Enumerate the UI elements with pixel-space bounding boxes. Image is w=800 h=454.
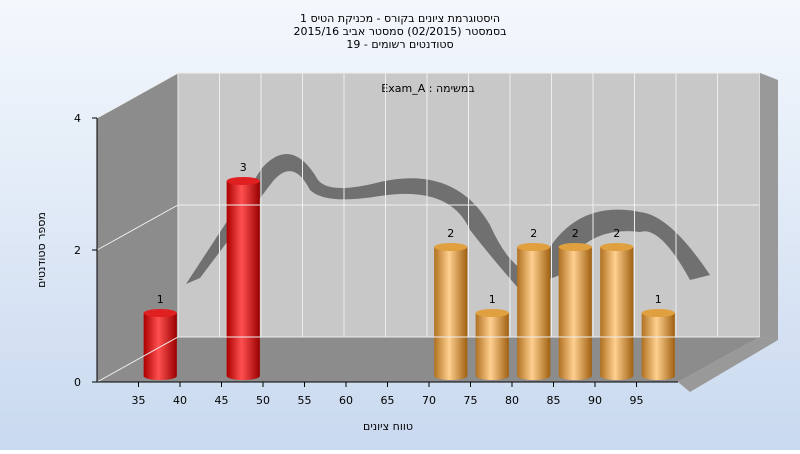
value-label: 2 [572,227,579,240]
bar-base [517,372,551,380]
x-tick-label: 40 [173,394,187,407]
value-label: 1 [157,293,164,306]
floor [97,337,760,382]
y-tick-label: 2 [74,244,81,257]
grid-line [96,72,759,119]
bar-top [475,309,509,317]
grid-line [96,336,759,383]
x-tick-label: 50 [256,394,270,407]
bar [226,181,260,376]
bar [641,313,675,376]
bar [434,247,468,376]
y-tick-label: 0 [74,376,81,389]
trend-band [186,154,710,290]
grid-line [96,204,759,251]
bar-top [226,177,260,185]
bar-top [641,309,675,317]
x-tick-label: 95 [630,394,644,407]
value-label: 1 [655,293,662,306]
bar [600,247,634,376]
x-tick-label: 75 [464,394,478,407]
bar [475,313,509,376]
bar-base [226,372,260,380]
bar [558,247,592,376]
value-label: 1 [489,293,496,306]
x-axis-label: טווח ציונים [363,420,413,433]
x-tick-label: 90 [588,394,602,407]
bar-base [641,372,675,380]
x-tick-label: 70 [422,394,436,407]
floor-edge [678,337,778,392]
x-tick-label: 35 [132,394,146,407]
bar-top [434,243,468,251]
bar [143,313,177,376]
bar-top [517,243,551,251]
bar-base [143,372,177,380]
bar-top [558,243,592,251]
x-tick-label: 65 [381,394,395,407]
x-tick-label: 55 [298,394,312,407]
y-tick-label: 4 [74,112,81,125]
bar-base [558,372,592,380]
bar-base [600,372,634,380]
wall-edge [760,73,778,340]
x-tick-label: 85 [547,394,561,407]
title-line: היסטוגרמת ציונים בקורס - מכניקת הטיס 1 [300,12,500,25]
value-label: 2 [447,227,454,240]
bar-top [143,309,177,317]
x-tick-label: 45 [215,394,229,407]
bar-base [475,372,509,380]
value-label: 3 [240,161,247,174]
title-line: סטודנטים רשומים - 19 [346,38,453,51]
subtitle: Exam_A : במשימה [381,82,474,95]
value-label: 2 [613,227,620,240]
value-label: 2 [530,227,537,240]
title-line: בסמסטר (02/2015) סמסטר אביב 2015/16 [293,25,506,38]
bar-base [434,372,468,380]
x-tick-label: 60 [339,394,353,407]
bar [517,247,551,376]
x-tick-label: 80 [505,394,519,407]
bar-top [600,243,634,251]
y-axis-label: מספר סטודנטים [35,212,48,288]
